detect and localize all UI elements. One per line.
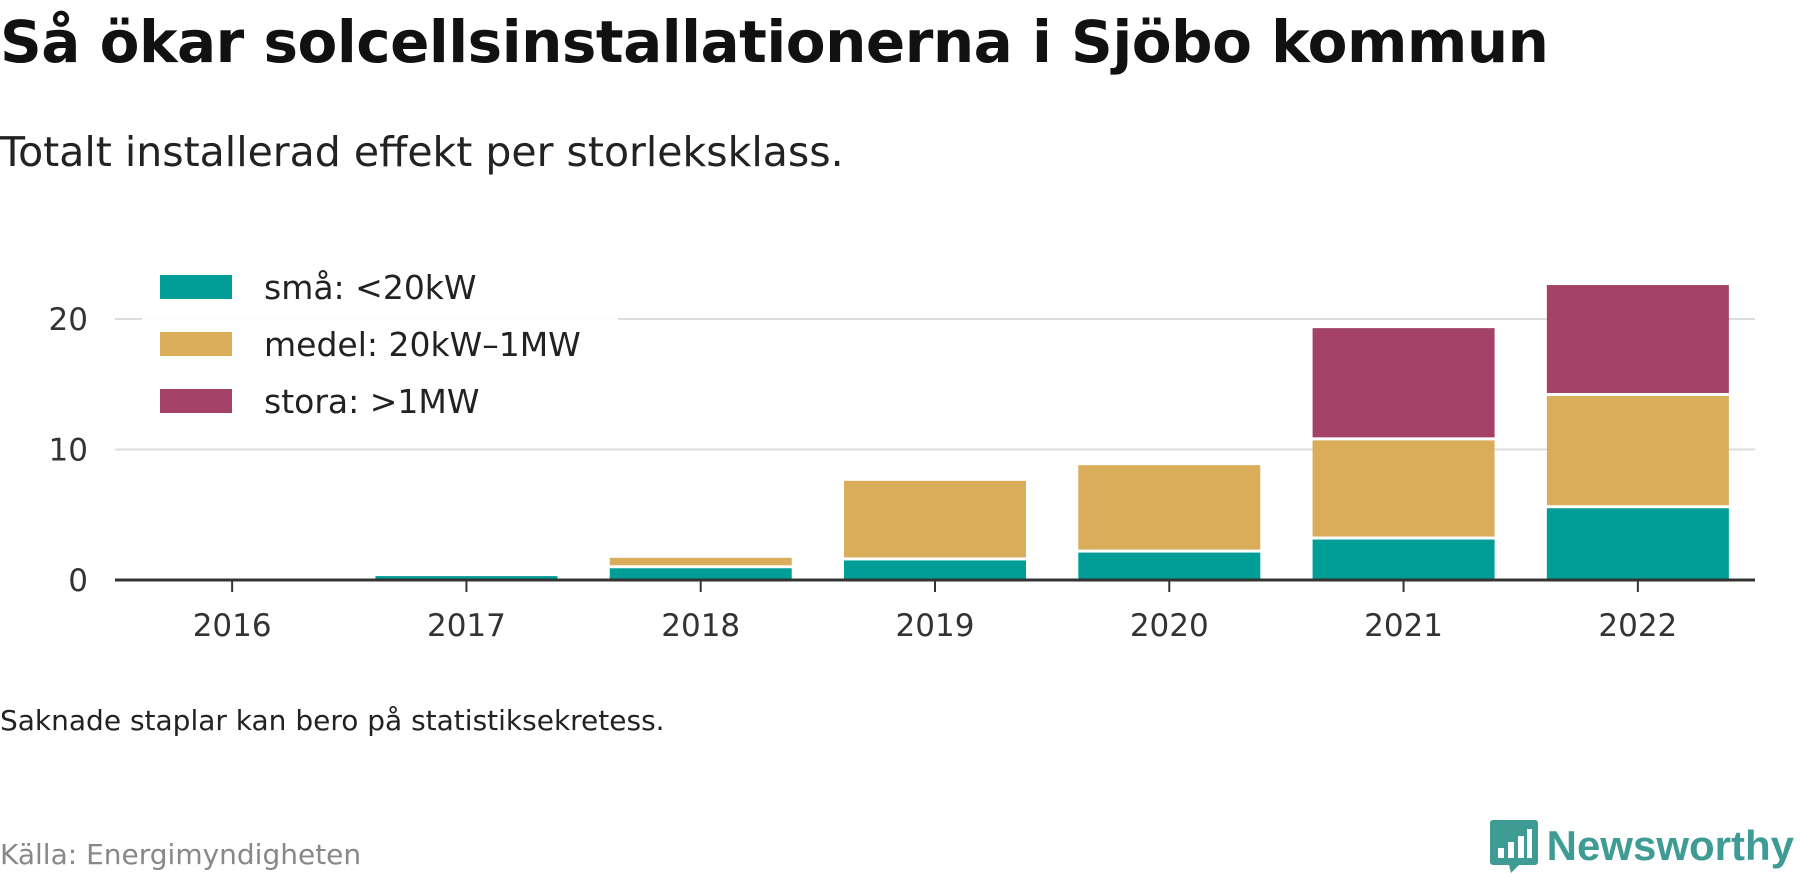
x-tick-label-2022: 2022 — [1598, 608, 1677, 644]
newsworthy-chart-bubble-icon — [1489, 820, 1538, 873]
y-tick-label-10: 10 — [49, 433, 88, 469]
bar-2022-series-3 — [1546, 285, 1729, 393]
legend-swatch-2 — [160, 332, 232, 356]
bar-2017-series-1 — [375, 576, 558, 580]
x-tick-label-2018: 2018 — [661, 608, 740, 644]
x-tick-label-2019: 2019 — [896, 608, 975, 644]
bar-2018-series-2 — [609, 557, 792, 566]
bar-2022-series-2 — [1546, 395, 1729, 506]
bar-2019-series-2 — [844, 480, 1026, 558]
x-tick-label-2017: 2017 — [427, 608, 506, 644]
legend-label-2: medel: 20kW–1MW — [264, 325, 581, 364]
x-tick-label-2021: 2021 — [1364, 608, 1443, 644]
chart-title: Så ökar solcellsinstallationerna i Sjöbo… — [0, 8, 1549, 76]
y-axis-ticks: 0 10 20 — [49, 302, 88, 599]
bar-2020-series-2 — [1078, 465, 1261, 550]
legend: små: <20kW medel: 20kW–1MW stora: >1MW — [142, 268, 618, 442]
bar-stacks — [375, 285, 1729, 580]
bar-2021-series-3 — [1312, 328, 1495, 438]
bar-2018-series-1 — [609, 568, 792, 580]
bar-2022-series-1 — [1546, 508, 1729, 580]
legend-swatch-1 — [160, 275, 232, 299]
brand: Newsworthy — [1489, 818, 1794, 874]
bar-2021-series-2 — [1312, 440, 1495, 537]
legend-label-1: små: <20kW — [264, 268, 477, 307]
brand-name: Newsworthy — [1546, 822, 1794, 869]
bar-2020-series-1 — [1078, 552, 1261, 580]
source-credit: Källa: Energimyndigheten — [0, 838, 362, 871]
y-tick-label-0: 0 — [68, 563, 88, 599]
legend-label-3: stora: >1MW — [264, 382, 479, 421]
bar-2021-series-1 — [1312, 539, 1495, 580]
chart-subtitle: Totalt installerad effekt per storlekskl… — [0, 128, 844, 176]
stacked-bar-chart: 0 10 20 2016 2017 2018 2019 2020 2021 2022 små: … — [49, 268, 1755, 644]
bar-2019-series-1 — [844, 560, 1026, 580]
footnote: Saknade staplar kan bero på statistiksek… — [0, 704, 665, 737]
x-axis-ticks: 2016 2017 2018 2019 2020 2021 2022 — [193, 580, 1677, 644]
y-tick-label-20: 20 — [49, 302, 88, 338]
x-tick-label-2020: 2020 — [1130, 608, 1209, 644]
x-tick-label-2016: 2016 — [193, 608, 272, 644]
legend-swatch-3 — [160, 389, 232, 413]
